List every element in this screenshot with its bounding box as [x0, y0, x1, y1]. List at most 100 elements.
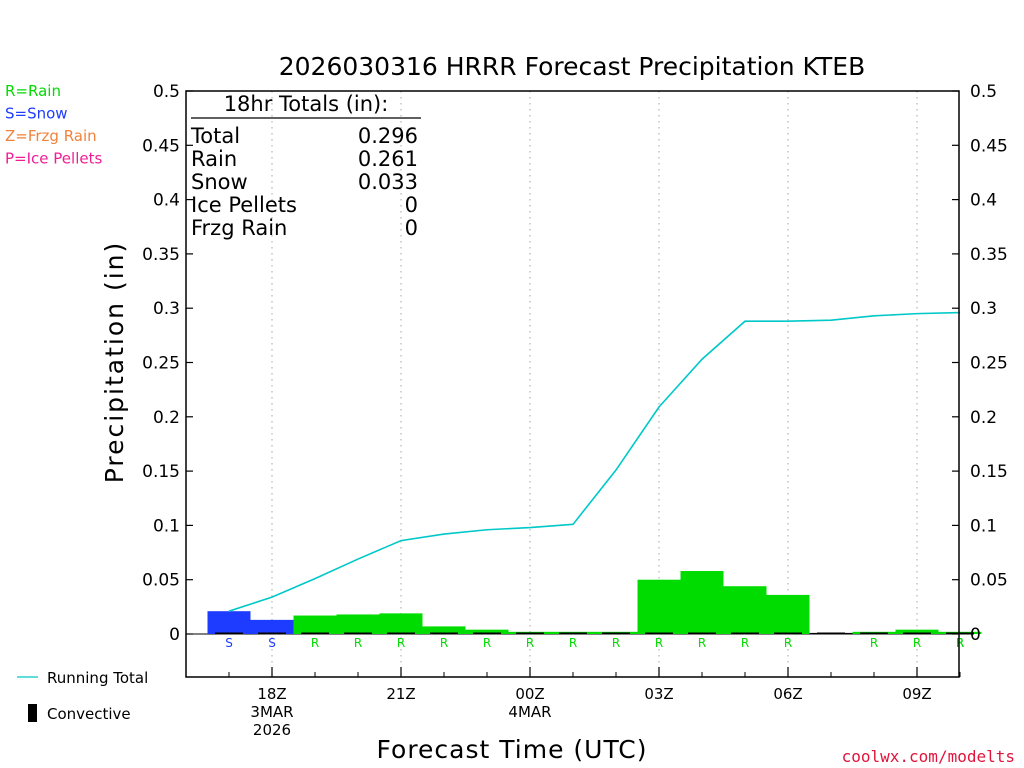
- x-tick-label: 06Z: [773, 685, 802, 703]
- precip-bar: [293, 615, 337, 634]
- precip-type-label: R: [698, 636, 706, 650]
- precip-type-label: S: [225, 636, 233, 650]
- y-tick-label-right: 0.35: [970, 245, 1008, 265]
- precip-bar: [422, 626, 466, 634]
- y-tick-label-right: 0: [970, 625, 981, 645]
- convective-bar: [688, 632, 716, 635]
- precip-type-legend-entry: Z=Frzg Rain: [5, 127, 97, 145]
- precip-bar: [465, 629, 509, 634]
- totals-heading: 18hr Totals (in):: [224, 92, 389, 116]
- x-tick-label: 18Z: [257, 685, 286, 703]
- totals-row-label: Rain: [191, 147, 237, 171]
- convective-bar: [387, 632, 415, 635]
- y-tick-label-left: 0.2: [153, 408, 180, 428]
- precip-bar: [766, 594, 810, 634]
- y-tick-label-right: 0.45: [970, 136, 1008, 156]
- y-tick-label-left: 0.15: [142, 462, 180, 482]
- y-tick-label-right: 0.15: [970, 462, 1008, 482]
- y-tick-label-left: 0.25: [142, 354, 180, 374]
- y-tick-label-right: 0.4: [970, 191, 997, 211]
- y-tick-label-left: 0.35: [142, 245, 180, 265]
- convective-bar: [817, 632, 845, 635]
- precip-type-label: R: [655, 636, 663, 650]
- precip-type-label: R: [397, 636, 405, 650]
- convective-bar: [731, 632, 759, 635]
- convective-bar: [903, 632, 931, 635]
- precip-type-label: R: [311, 636, 319, 650]
- precip-type-label: R: [784, 636, 792, 650]
- precip-bar: [207, 611, 251, 634]
- convective-bar: [301, 632, 329, 635]
- totals-row-value: 0.033: [358, 170, 418, 194]
- y-tick-label-left: 0.5: [153, 82, 180, 102]
- precip-type-label: R: [956, 636, 964, 650]
- totals-row-value: 0.261: [358, 147, 418, 171]
- convective-bar: [559, 632, 587, 635]
- precip-bar: [637, 579, 681, 634]
- totals-row-label: Ice Pellets: [191, 193, 297, 217]
- totals-row-value: 0.296: [358, 124, 418, 148]
- running-total-line: [228, 311, 961, 612]
- totals-row-value: 0: [405, 216, 418, 240]
- legend-convective-swatch: [28, 704, 37, 722]
- legend-running-total-label: Running Total: [47, 669, 148, 687]
- x-tick-label: 09Z: [902, 685, 931, 703]
- x-axis-label: Forecast Time (UTC): [377, 735, 648, 764]
- convective-bar: [946, 632, 974, 635]
- x-tick-label: 21Z: [386, 685, 415, 703]
- precip-bar: [680, 571, 724, 634]
- y-tick-label-right: 0.05: [970, 571, 1008, 591]
- precip-type-label: R: [569, 636, 577, 650]
- precip-type-label: R: [913, 636, 921, 650]
- totals-row-value: 0: [405, 193, 418, 217]
- totals-row-label: Total: [190, 124, 240, 148]
- precip-type-label: R: [870, 636, 878, 650]
- y-tick-label-left: 0.1: [153, 516, 180, 536]
- precip-type-label: R: [440, 636, 448, 650]
- totals-row-label: Snow: [191, 170, 248, 194]
- precip-type-label: R: [612, 636, 620, 650]
- convective-bar: [860, 632, 888, 635]
- legend-convective-label: Convective: [47, 705, 131, 723]
- precip-bar: [379, 613, 423, 634]
- x-tick-label: 4MAR: [508, 703, 551, 721]
- x-tick-label: 03Z: [644, 685, 673, 703]
- precip-bar: [250, 619, 294, 634]
- convective-bar: [215, 632, 243, 635]
- precip-type-legend-entry: R=Rain: [5, 82, 61, 100]
- precip-type-label: R: [741, 636, 749, 650]
- precip-type-label: R: [956, 636, 964, 650]
- precip-bar: [723, 586, 767, 634]
- y-tick-label-right: 0.5: [970, 82, 997, 102]
- x-tick-label: 00Z: [515, 685, 544, 703]
- convective-bar: [774, 632, 802, 635]
- precip-type-label: S: [268, 636, 276, 650]
- precip-bar: [336, 614, 380, 634]
- y-tick-label-right: 0.25: [970, 354, 1008, 374]
- y-tick-label-right: 0.1: [970, 516, 997, 536]
- y-axis-label: Precipitation (in): [100, 241, 129, 484]
- totals-row-label: Frzg Rain: [191, 216, 287, 240]
- precip-type-label: R: [483, 636, 491, 650]
- y-tick-label-right: 0.3: [970, 299, 997, 319]
- convective-bar: [645, 632, 673, 635]
- convective-bar: [516, 632, 544, 635]
- convective-bar: [602, 632, 630, 635]
- y-tick-label-left: 0.05: [142, 571, 180, 591]
- precip-type-legend-entry: P=Ice Pellets: [5, 150, 102, 168]
- precip-bar: [895, 629, 939, 634]
- precip-type-legend-entry: S=Snow: [5, 105, 68, 123]
- y-tick-label-left: 0.3: [153, 299, 180, 319]
- convective-bar: [258, 632, 286, 635]
- convective-bar: [473, 632, 501, 635]
- chart-title: 2026030316 HRRR Forecast Precipitation K…: [279, 52, 865, 81]
- y-tick-label-left: 0.45: [142, 136, 180, 156]
- x-tick-label: 2026: [253, 721, 291, 739]
- convective-bar: [344, 632, 372, 635]
- precip-type-label: R: [526, 636, 534, 650]
- precip-type-label: R: [354, 636, 362, 650]
- x-tick-label: 3MAR: [250, 703, 293, 721]
- plot-frame: [185, 90, 960, 678]
- convective-bar: [430, 632, 458, 635]
